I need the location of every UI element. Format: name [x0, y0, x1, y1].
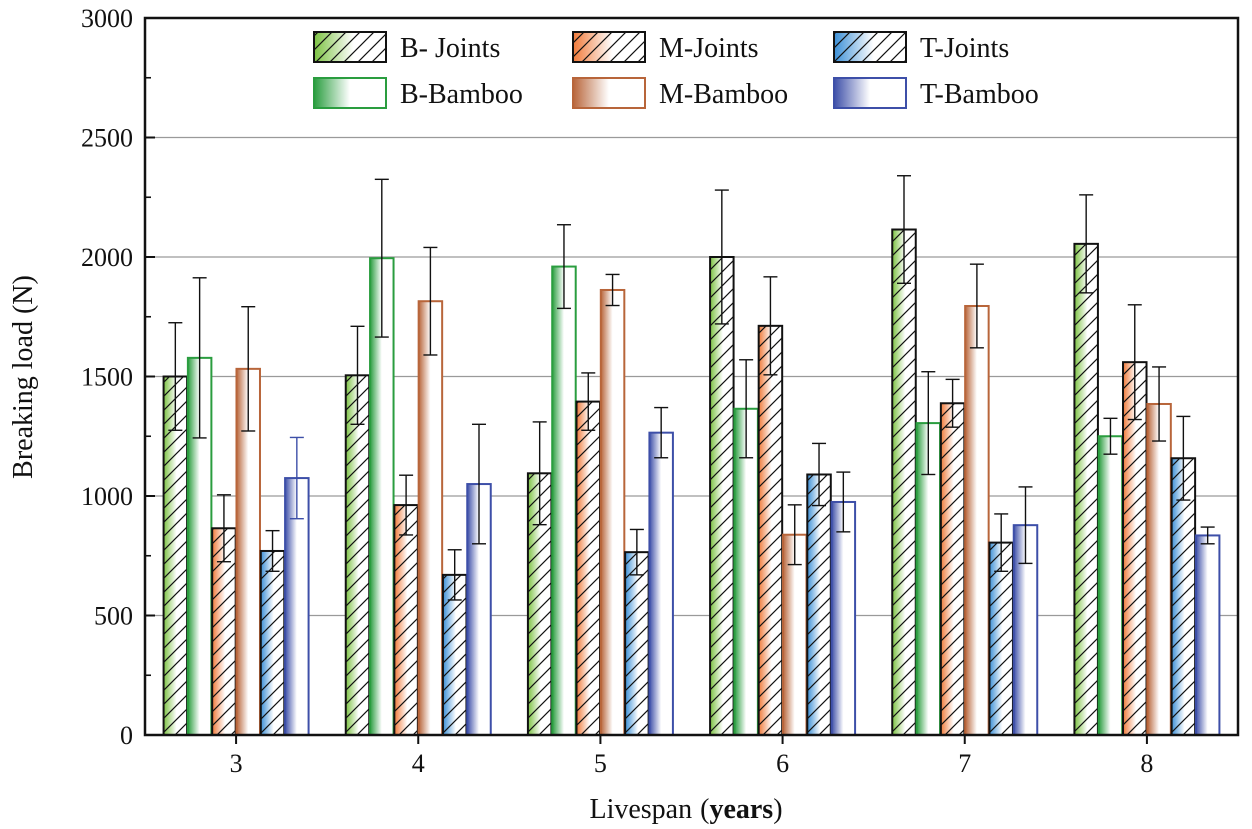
legend-swatch [313, 77, 387, 109]
bar-hatch [394, 505, 418, 735]
bar-hatch [1171, 458, 1196, 735]
bar-hatch [345, 375, 370, 735]
y-tick-label: 2000 [81, 243, 133, 272]
bar [648, 431, 674, 736]
x-axis-title: Livespan (years) [589, 794, 782, 825]
y-tick-label: 0 [120, 721, 133, 750]
bar-hatch [758, 325, 783, 735]
legend-swatch [572, 77, 646, 109]
y-tick-label: 1500 [81, 363, 133, 392]
bar-hatch [1123, 362, 1147, 735]
bar [1097, 435, 1124, 736]
bar [830, 500, 857, 736]
x-tick-label: 4 [412, 749, 425, 778]
bars [162, 228, 1221, 737]
legend: B- Joints M-Joints T-Joints B-Bamboo M-Bambo… [313, 31, 1039, 110]
grid-lines [145, 136, 1238, 617]
bar [551, 265, 577, 736]
x-tick-label: 6 [776, 749, 789, 778]
x-tick-label: 5 [594, 749, 607, 778]
error-bars [168, 175, 1215, 601]
bar-hatch [212, 528, 236, 735]
bar-hatch [625, 552, 649, 735]
y-tick-label: 1000 [81, 482, 133, 511]
axes: 0 500 1000 1500 2000 2500 3000 3 4 5 6 7 8 [81, 4, 1240, 778]
x-axis-title-paren-close: ) [773, 794, 782, 825]
bar-hatch [710, 257, 734, 735]
bar-hatch [527, 473, 552, 735]
bar [1146, 402, 1172, 736]
legend-label: T-Bamboo [920, 79, 1039, 110]
bar-hatch [940, 403, 965, 735]
y-axis-title: Breaking load (N) [8, 275, 39, 479]
x-axis-title-paren-open: ( [700, 794, 709, 825]
bar-hatch [163, 376, 188, 735]
x-tick-label: 8 [1140, 749, 1153, 778]
legend-label: M-Bamboo [659, 79, 788, 110]
legend-label: B- Joints [400, 33, 500, 64]
bar [599, 288, 626, 736]
bar [417, 300, 444, 736]
y-tick-label: 2500 [81, 124, 133, 153]
legend-swatch-hatch [573, 32, 645, 62]
legend-swatch [833, 77, 907, 109]
bar-hatch [1074, 243, 1098, 736]
legend-swatch-hatch [834, 32, 906, 62]
y-tick-label: 3000 [81, 4, 133, 33]
legend-swatch-hatch [314, 32, 386, 62]
legend-label: T-Joints [920, 33, 1009, 64]
bar [1194, 534, 1221, 736]
bar-hatch [892, 229, 916, 735]
bar-hatch [442, 574, 467, 735]
bar-hatch [989, 542, 1013, 735]
bar-hatch [807, 474, 831, 735]
legend-label: M-Joints [659, 33, 759, 64]
bar [964, 304, 990, 736]
x-tick-label: 7 [958, 749, 971, 778]
legend-label: B-Bamboo [400, 79, 523, 110]
x-axis-title-unit: years [709, 794, 773, 825]
x-tick-label: 3 [230, 749, 243, 778]
bar-hatch [260, 550, 285, 735]
x-axis-title-main: Livespan [589, 794, 692, 825]
bar-hatch [576, 401, 601, 735]
y-tick-label: 500 [94, 602, 133, 631]
